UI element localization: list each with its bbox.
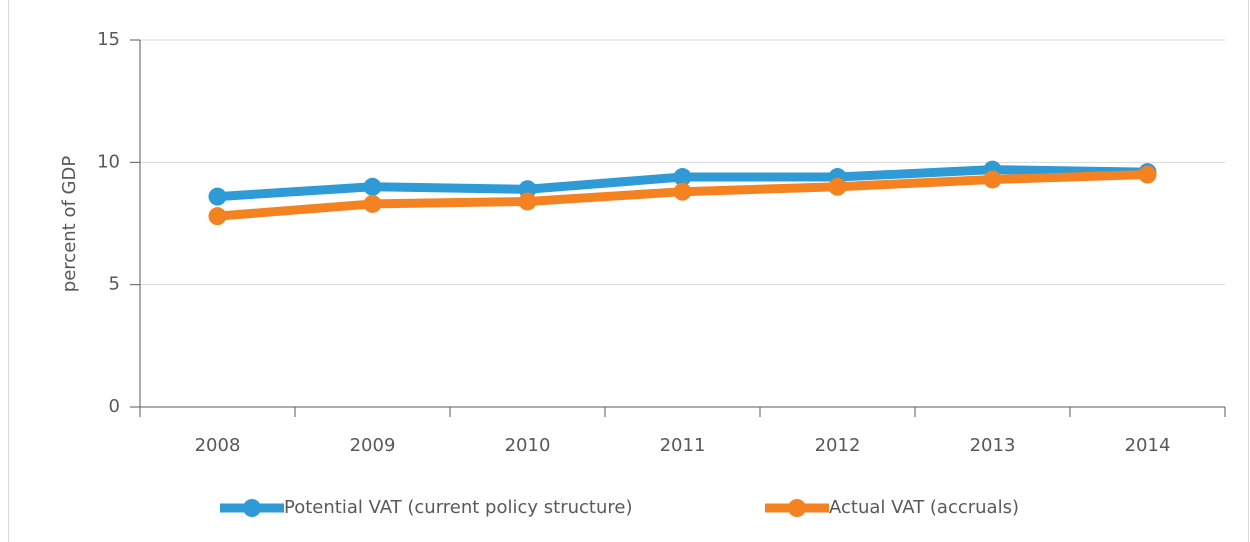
data-point bbox=[673, 168, 692, 187]
legend-marker bbox=[243, 499, 261, 517]
data-point bbox=[208, 187, 227, 206]
y-tick-label: 0 bbox=[109, 396, 120, 417]
data-point bbox=[983, 170, 1002, 189]
data-point bbox=[828, 177, 847, 196]
x-tick-label: 2012 bbox=[815, 435, 861, 456]
x-tick-label: 2011 bbox=[660, 435, 706, 456]
x-tick-label: 2014 bbox=[1125, 435, 1171, 456]
data-point bbox=[1138, 165, 1157, 184]
legend-label: Actual VAT (accruals) bbox=[829, 497, 1019, 518]
x-tick-label: 2010 bbox=[505, 435, 551, 456]
data-point bbox=[208, 207, 227, 226]
y-tick-label: 10 bbox=[97, 151, 120, 172]
y-axis-label: percent of GDP bbox=[59, 156, 80, 293]
data-point bbox=[673, 182, 692, 201]
data-point bbox=[363, 177, 382, 196]
x-tick-label: 2009 bbox=[350, 435, 396, 456]
chart-frame bbox=[8, 0, 1249, 542]
x-tick-label: 2013 bbox=[970, 435, 1016, 456]
legend-marker bbox=[788, 499, 806, 517]
data-point bbox=[363, 194, 382, 213]
y-tick-label: 15 bbox=[97, 29, 120, 50]
y-tick-label: 5 bbox=[109, 274, 120, 295]
legend-label: Potential VAT (current policy structure) bbox=[284, 497, 632, 518]
x-tick-label: 2008 bbox=[195, 435, 241, 456]
data-point bbox=[518, 192, 537, 211]
